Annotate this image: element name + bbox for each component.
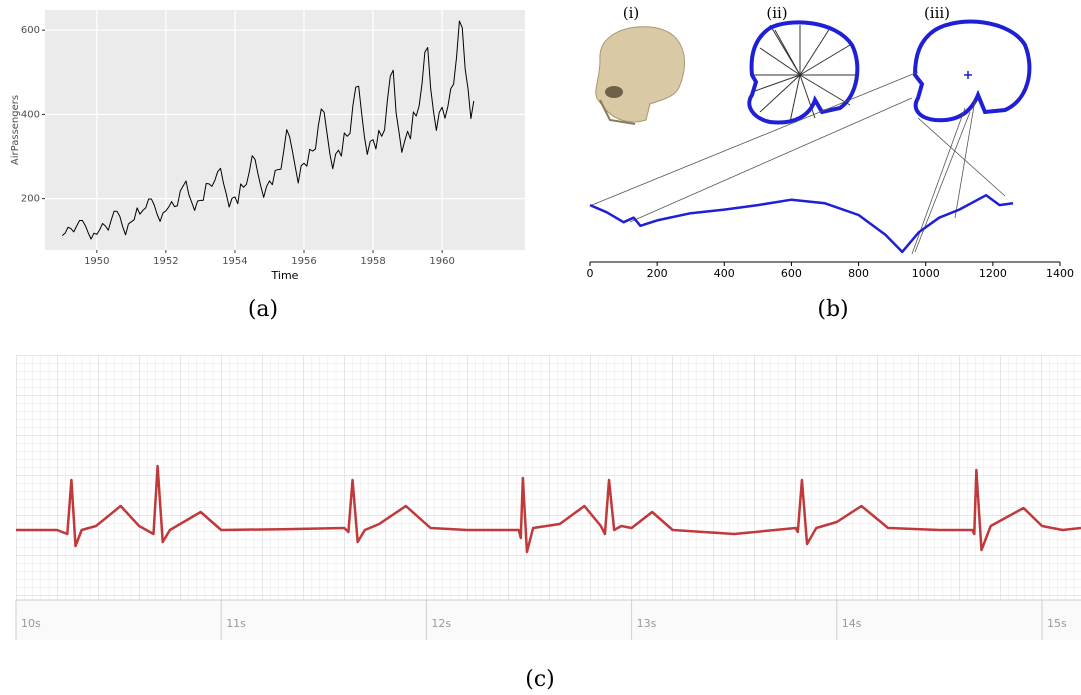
x-tick-label: 1958: [360, 256, 385, 267]
x-tick-label: 600: [781, 267, 802, 280]
x-tick-label: 11s: [226, 617, 246, 630]
y-axis-label: AirPassengers: [10, 95, 21, 165]
data-line: [590, 195, 1013, 252]
y-tick-label: 400: [21, 109, 40, 120]
x-axis-label: Time: [271, 269, 299, 282]
panel-label: (i): [623, 4, 640, 22]
x-tick-label: 1954: [222, 256, 247, 267]
x-tick-label: 400: [714, 267, 735, 280]
caption: (b): [817, 297, 848, 322]
contour-iii-outline: [915, 22, 1029, 121]
panel-label: (ii): [766, 4, 787, 22]
x-tick-label: 10s: [21, 617, 41, 630]
y-tick-label: 200: [21, 194, 40, 205]
x-tick-label: 800: [848, 267, 869, 280]
panel-label: (iii): [924, 4, 950, 22]
x-tick-label: 1960: [429, 256, 454, 267]
x-tick-label: 1400: [1046, 267, 1074, 280]
x-tick-label: 1950: [84, 256, 109, 267]
x-tick-label: 1956: [291, 256, 316, 267]
y-tick-label: 600: [21, 25, 40, 36]
x-tick-label: 12s: [431, 617, 451, 630]
x-tick-label: 1000: [912, 267, 940, 280]
x-tick-label: 14s: [842, 617, 862, 630]
caption: (a): [248, 297, 278, 322]
center-marker: [964, 71, 972, 79]
x-tick-label: 1952: [153, 256, 178, 267]
caption: (c): [525, 667, 555, 692]
x-tick-label: 0: [587, 267, 594, 280]
skull-illustration: [596, 27, 685, 124]
plot-panel: [45, 10, 525, 250]
x-tick-label: 200: [647, 267, 668, 280]
x-tick-label: 13s: [637, 617, 657, 630]
ecg-grid: [16, 355, 1081, 640]
figure: (i) (ii) (iii) (a) (b) (c) 200 400 600 1950…: [0, 0, 1081, 695]
x-tick-label: 15s: [1047, 617, 1067, 630]
x-tick-label: 1200: [979, 267, 1007, 280]
